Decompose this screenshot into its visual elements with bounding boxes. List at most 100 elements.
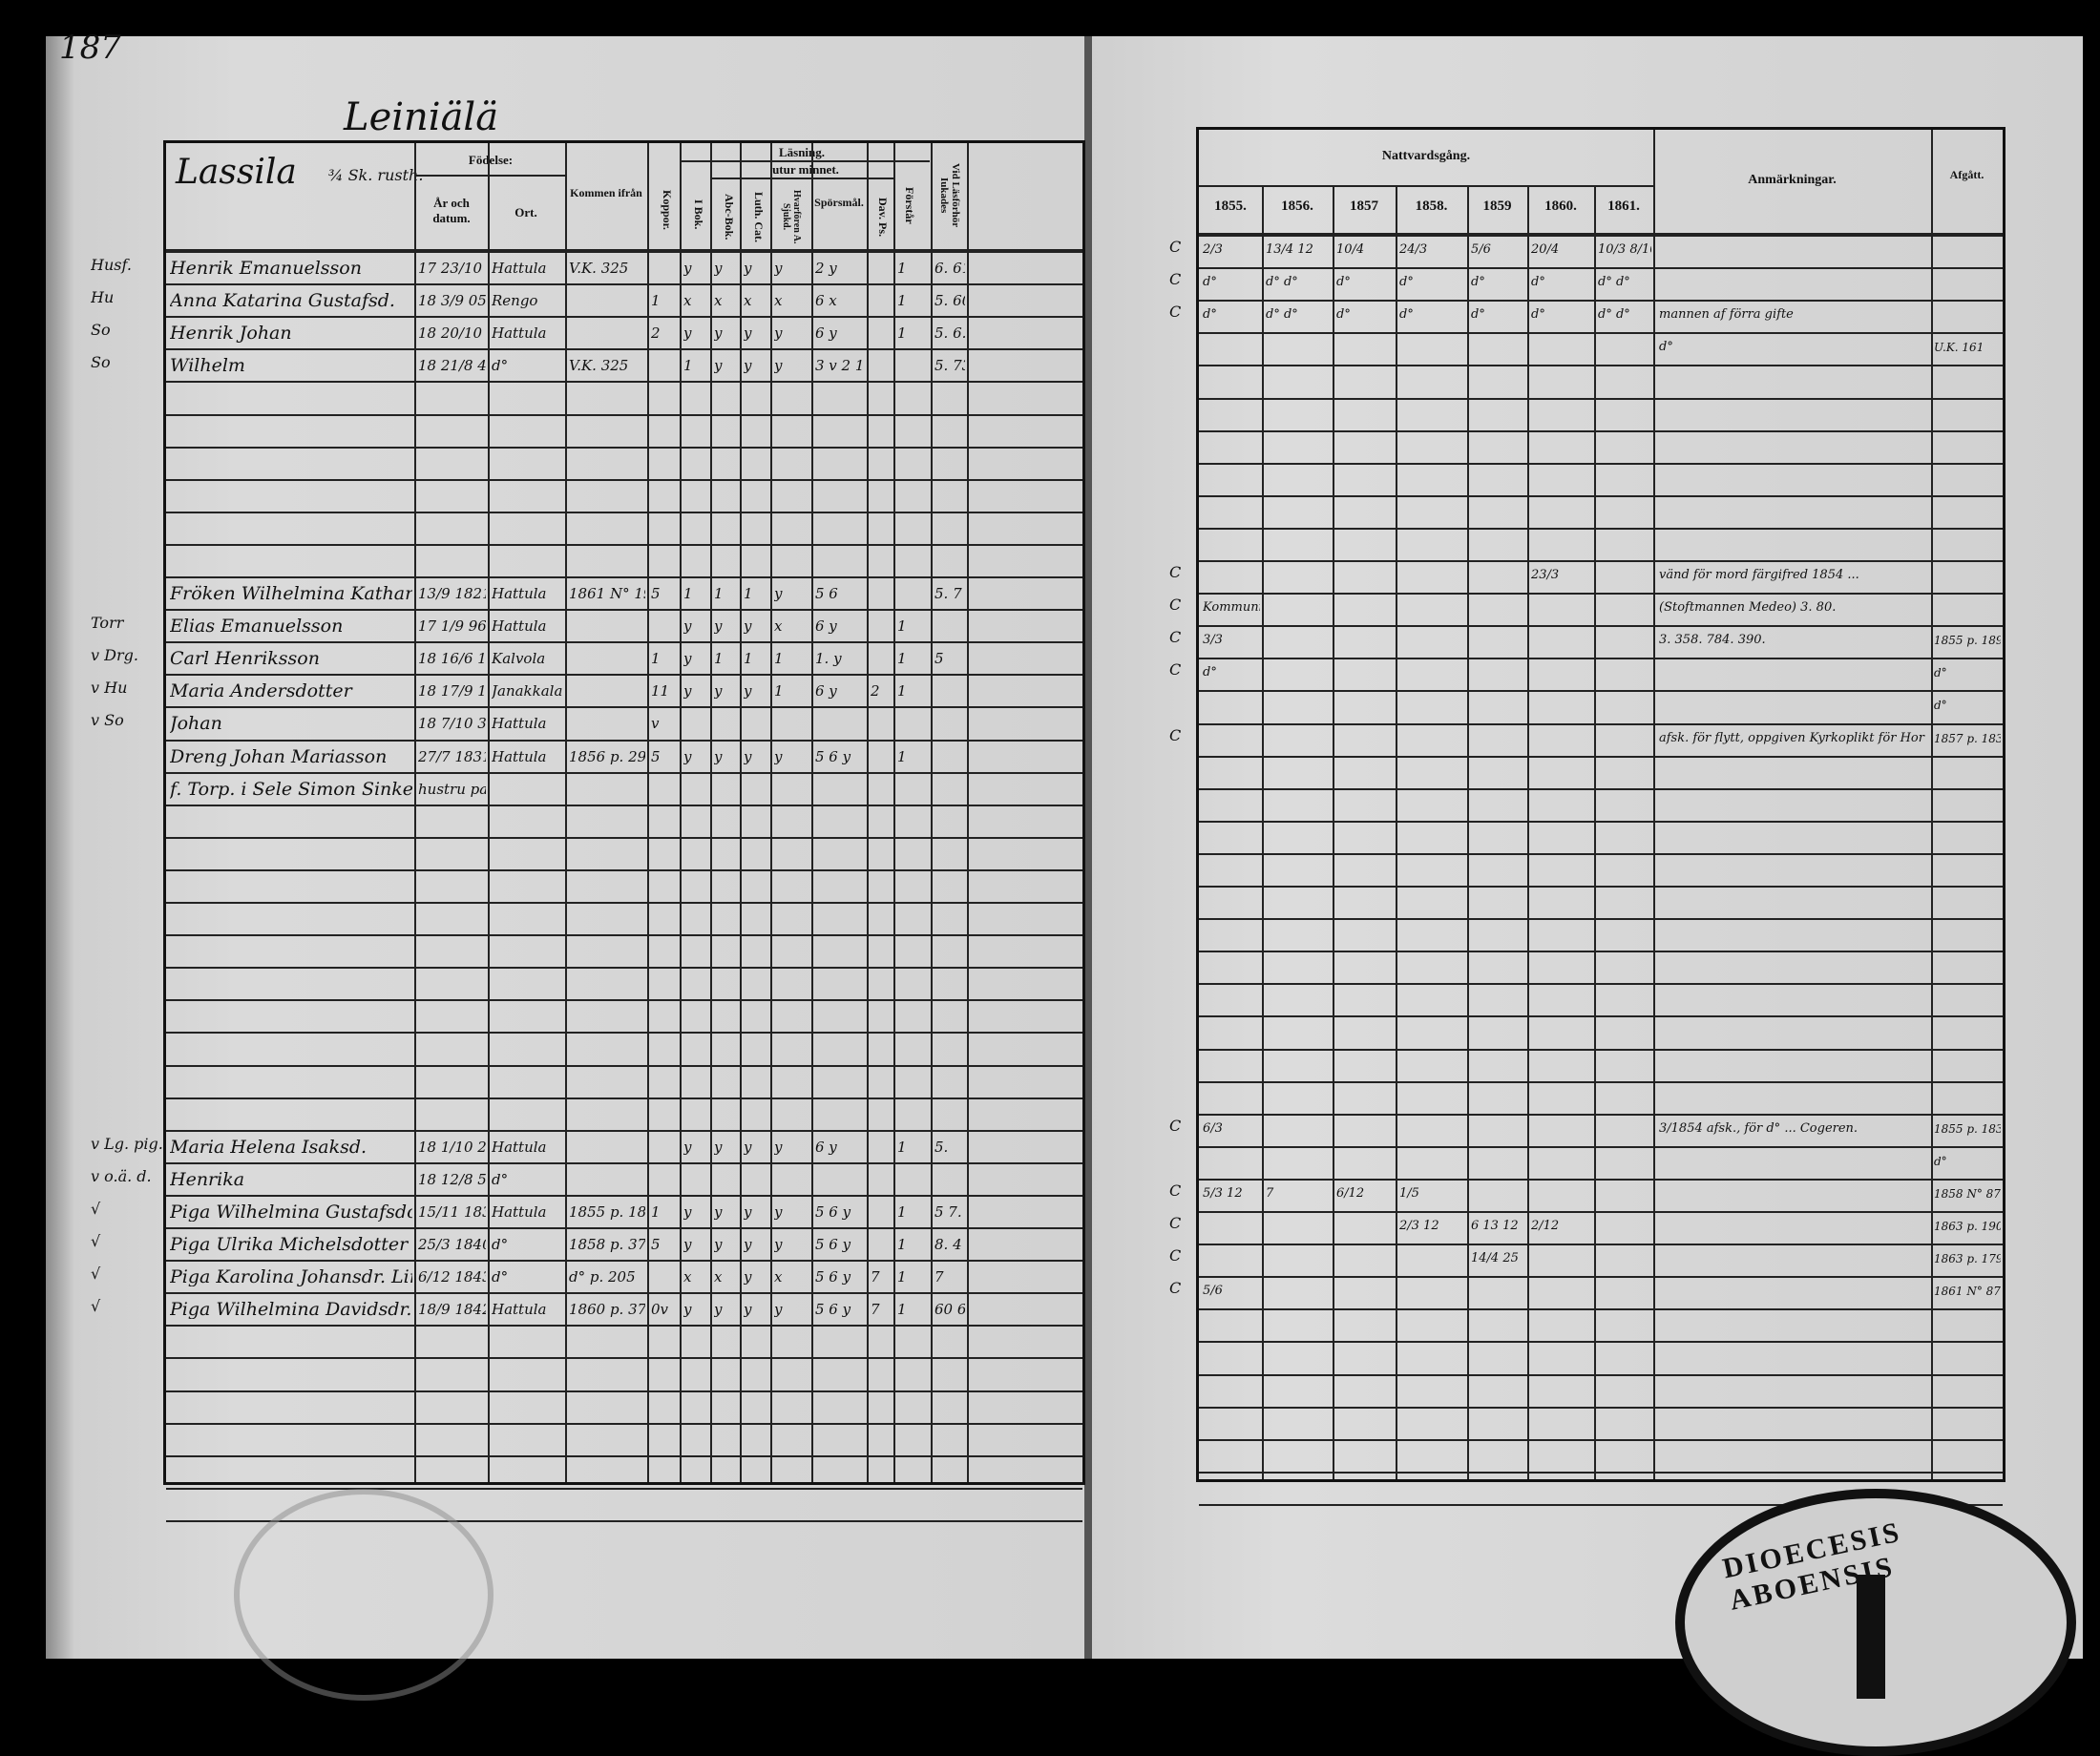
homestead-name: Lassila [176,153,297,192]
communion-date: 13/4 12 [1266,242,1313,257]
column-divider [740,143,742,1482]
communion-mark: C [1169,270,1182,289]
row-rule [1199,1438,2003,1441]
cell-dav: 2 [871,682,880,700]
cell-und: 1 [897,1202,907,1221]
header-bottom-rule [166,249,1082,253]
cell-born: 17 23/10 90 [418,260,486,277]
cell-quest: 5 6 y [815,1301,851,1319]
cell-dav: 7 [871,1301,880,1319]
header-divider [680,160,930,162]
row-rule [1199,983,2003,986]
cell-hist: y [774,1236,783,1253]
cell-und: 1 [897,1138,907,1156]
cell-name: Piga Karolina Johansdr. Lindqvist [170,1267,412,1287]
header-divider [710,178,893,179]
register-row: f. Torp. i Sele Simon Sinke med hustru pa… [166,772,1082,805]
cell-place: Hattula [492,1301,547,1319]
row-rule [1199,1145,2003,1148]
column-divider [867,143,869,1482]
year-header: 1856. [1281,199,1313,214]
row-rule [166,348,1082,351]
cell-abc: y [714,1202,723,1221]
row-rule [166,1260,1082,1263]
cell-born: 18 3/9 05 [418,292,486,310]
cell-pox: 1 [651,650,661,668]
cell-abc: y [714,324,723,343]
communion-date: 5/3 12 [1203,1185,1243,1201]
cell-abc: y [714,1301,723,1319]
row-rule [1199,625,2003,628]
remark: afsk. för flytt, oppgiven Kyrkoplikt för… [1659,730,1928,745]
cell-born: 15/11 1832 [418,1202,486,1221]
book-spine-fold [1084,36,1092,1659]
column-divider [647,143,649,1482]
row-rule [166,543,1082,546]
header-abc-book: Abc-Bok. [723,194,736,240]
departed: 1857 p. 183 [1934,731,2001,745]
year-header: 1855. [1214,199,1247,214]
departed: 1863 p. 179 [1934,1252,2001,1266]
cell-place: d° [492,357,509,375]
row-rule [1199,1015,2003,1018]
marginal-status: v Hu [91,679,128,698]
marginal-status: Torr [91,614,124,633]
cell-name: Wilhelm [170,356,245,376]
cell-book: y [683,1236,692,1253]
communion-mark: C [1169,563,1182,581]
communion-date: 10/4 [1336,242,1365,257]
column-divider [893,143,895,1482]
cell-hist: y [774,260,783,277]
register-row: Maria Helena Isaksd. 18 1/10 21 Hattula y y y… [166,1130,1082,1162]
column-divider [967,143,969,1482]
cell-luth: y [744,357,752,375]
communion-date: d° [1203,275,1217,290]
header-in-book: I Bok. [692,199,705,230]
column-divider [710,143,712,1482]
cell-luth: y [744,1268,752,1286]
homestead-note: ¾ Sk. rusth. [328,166,424,184]
register-row: Anna Katarina Gustafsd. 18 3/9 05 Rengo 1 x x… [166,283,1082,316]
row-rule [166,478,1082,481]
cell-name: Maria Andersdotter [170,681,352,701]
row-rule [1199,527,2003,530]
column-divider [1594,185,1596,1479]
communion-date: d° [1531,275,1545,290]
column-divider [931,143,933,1482]
cell-exam: 5 [934,650,944,668]
row-rule [1199,494,2003,497]
marginal-status: So [91,353,111,372]
departed: 1855 p. 189. [1934,634,2001,648]
communion-date: 3/3 [1203,633,1223,648]
cell-exam: 5. 7 60 61 [934,585,965,602]
column-divider [1527,185,1529,1479]
cell-from: d° p. 205 [569,1268,636,1286]
remark: mannen af förra gifte [1659,307,1794,323]
year-header: 1858. [1415,199,1448,214]
cell-place: Hattula [492,617,547,636]
cell-und: 1 [897,292,907,310]
communion-date: d° [1203,307,1217,323]
church-tower-icon [1857,1575,1885,1699]
cell-place: Hattula [492,1138,547,1156]
row-rule [166,1064,1082,1067]
row-rule [166,967,1082,970]
row-rule [166,1487,1082,1490]
row-rule [1199,1080,2003,1083]
cell-name: Henrik Emanuelsson [170,259,362,278]
row-rule [166,1097,1082,1099]
register-row: Henrika 18 12/8 52 d° [166,1162,1082,1195]
remark: 3/1854 afsk., för d° ... Cogeren. [1659,1120,1858,1136]
row-rule [166,804,1082,806]
column-divider [1653,130,1655,1479]
cell-book: y [683,1301,692,1319]
row-rule [1199,1276,2003,1279]
communion-date: 14/4 25 [1471,1251,1519,1266]
cell-exam: 5. [934,1138,949,1156]
cell-name: Maria Helena Isaksd. [170,1137,368,1157]
cell-from: 1856 p. 294 [569,747,645,765]
row-rule [1199,1341,2003,1344]
register-row: Piga Karolina Johansdr. Lindqvist 6/12 18… [166,1260,1082,1292]
cell-abc: y [714,1138,723,1156]
cell-name: Henrika [170,1169,245,1189]
